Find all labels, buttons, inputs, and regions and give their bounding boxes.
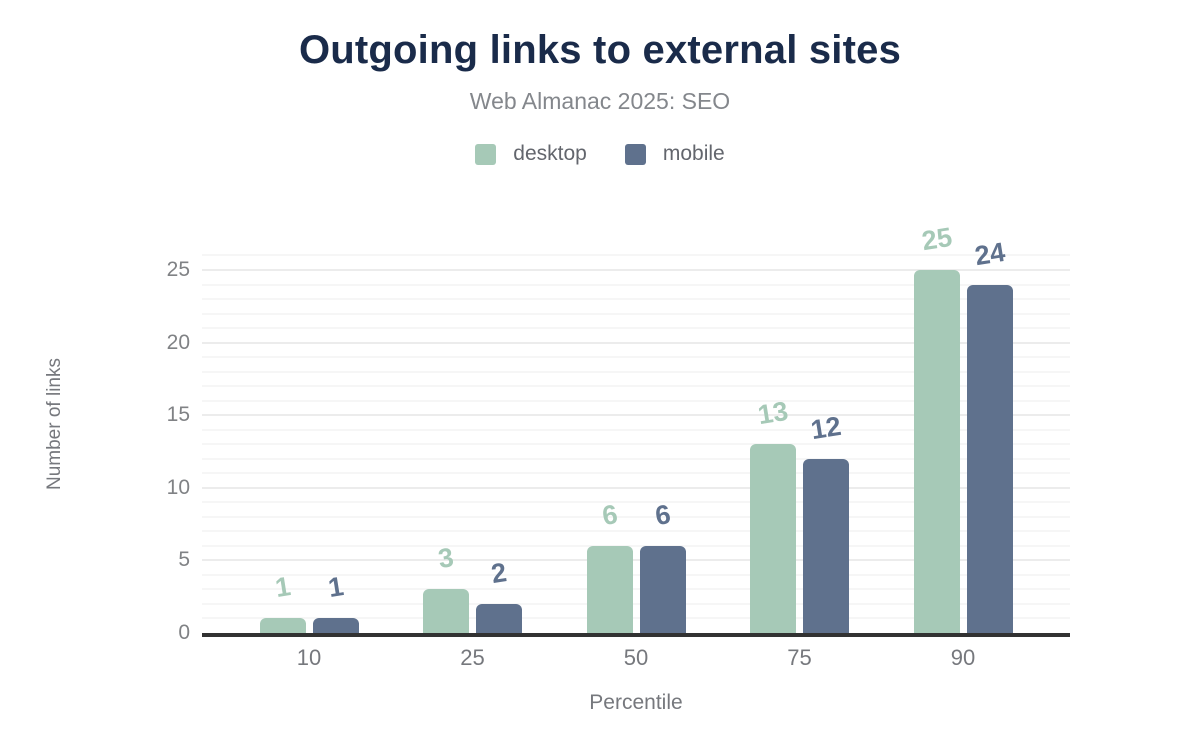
gridline-major	[202, 486, 1070, 489]
gridline-minor	[202, 385, 1070, 388]
bar-value-label-desktop-p75: 13	[755, 396, 791, 431]
bar-slot-desktop-50: 6	[586, 499, 633, 633]
bar-value-label-mobile-p25: 2	[489, 556, 509, 589]
legend-label-mobile: mobile	[662, 142, 725, 165]
bar-mobile-p75	[803, 458, 849, 633]
gridline-minor	[202, 530, 1070, 533]
bar-slot-desktop-25: 3	[423, 542, 469, 633]
bar-slot-desktop-90: 25	[913, 222, 960, 633]
bar-slot-desktop-10: 1	[259, 571, 306, 633]
x-axis-line	[202, 633, 1070, 637]
bar-slot-mobile-50: 6	[639, 499, 686, 633]
bar-value-label-desktop-p25: 3	[436, 542, 456, 575]
gridline-minor	[202, 443, 1070, 446]
gridline-minor	[202, 254, 1070, 257]
gridline-major	[202, 414, 1070, 417]
gridline-minor	[202, 617, 1070, 620]
gridline-major	[202, 559, 1070, 562]
bar-slot-mobile-10: 1	[312, 571, 359, 633]
gridline-minor	[202, 501, 1070, 504]
bar-desktop-p75	[750, 444, 796, 633]
gridline-minor	[202, 428, 1070, 431]
bar-mobile-p90	[966, 284, 1013, 633]
bar-desktop-p90	[913, 270, 960, 633]
bar-mobile-p50	[639, 545, 686, 633]
bar-slot-mobile-25: 2	[476, 557, 522, 633]
bar-value-label-mobile-p75: 12	[808, 410, 844, 445]
plot-area: 1 1 3 2 6 6 13 12 25 24	[202, 222, 1070, 633]
chart-subtitle: Web Almanac 2025: SEO	[469, 88, 731, 114]
x-tick-label-50: 50	[623, 645, 649, 670]
bar-desktop-p50	[586, 545, 633, 633]
gridline-major	[202, 341, 1070, 344]
y-tick-label: 0	[178, 621, 190, 644]
bar-mobile-p25	[476, 603, 522, 633]
gridline-minor	[202, 298, 1070, 301]
gridline-minor	[202, 312, 1070, 315]
y-axis-title: Number of links	[44, 358, 65, 490]
bar-desktop-p25	[423, 589, 469, 633]
x-axis-title: Percentile	[589, 691, 683, 714]
bar-slot-mobile-90: 24	[966, 236, 1013, 633]
bar-slot-mobile-75: 12	[803, 411, 849, 633]
gridline-minor	[202, 356, 1070, 359]
x-tick-label-90: 90	[950, 645, 976, 670]
bar-value-label-desktop-p50: 6	[599, 498, 620, 531]
gridline-minor	[202, 399, 1070, 402]
legend: desktop mobile	[0, 142, 1200, 166]
gridline-minor	[202, 472, 1070, 475]
gridline-minor	[202, 602, 1070, 605]
gridline-minor	[202, 588, 1070, 591]
legend-item-desktop: desktop	[475, 142, 587, 166]
y-tick-label: 25	[166, 258, 190, 281]
bar-mobile-p10	[312, 618, 359, 633]
legend-item-mobile: mobile	[624, 142, 725, 166]
gridline-major	[202, 269, 1070, 271]
chart-title: Outgoing links to external sites	[298, 28, 902, 72]
gridline-minor	[202, 544, 1070, 547]
bar-value-label-desktop-p90: 25	[919, 221, 954, 257]
bar-desktop-p10	[259, 618, 306, 633]
y-tick-label: 20	[166, 330, 190, 354]
desktop-swatch-icon	[475, 143, 497, 165]
legend-label-desktop: desktop	[513, 142, 587, 165]
bar-group-75: 13 12	[750, 255, 849, 633]
gridline-minor	[202, 370, 1070, 373]
x-tick-label-10: 10	[296, 645, 322, 670]
x-tick-label-25: 25	[460, 645, 485, 670]
bar-value-label-desktop-p10: 1	[272, 571, 293, 604]
bar-value-label-mobile-p90: 24	[972, 236, 1007, 271]
y-tick-label: 5	[178, 548, 190, 572]
y-tick-label: 10	[166, 475, 190, 499]
bar-value-label-mobile-p10: 1	[325, 571, 346, 604]
gridline-minor	[202, 573, 1070, 576]
bar-value-label-mobile-p50: 6	[652, 498, 673, 531]
mobile-swatch-icon	[624, 143, 646, 165]
bar-slot-desktop-75: 13	[750, 396, 796, 633]
gridline-minor	[202, 327, 1070, 330]
gridline-minor	[202, 283, 1070, 286]
y-tick-label: 15	[166, 403, 190, 427]
gridline-minor	[202, 515, 1070, 518]
bar-group-90: 25 24	[913, 222, 1013, 633]
gridline-minor	[202, 457, 1070, 460]
x-tick-label-75: 75	[787, 645, 812, 670]
